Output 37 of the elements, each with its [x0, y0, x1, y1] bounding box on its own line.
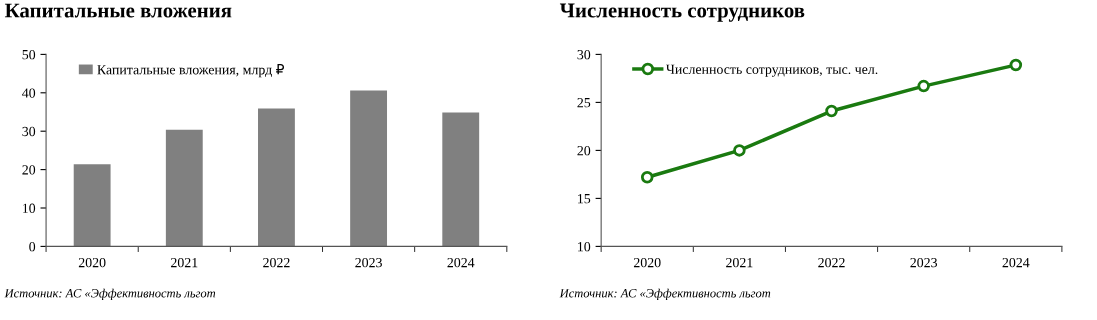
y-tick-label: 20: [577, 145, 591, 156]
y-tick-label: 20: [22, 165, 36, 175]
point: [1009, 58, 1023, 72]
x-tick-label: 2023: [355, 257, 382, 268]
bar: [73, 164, 111, 247]
point: [640, 171, 654, 184]
y-tick-label: 50: [22, 49, 36, 60]
bar: [350, 90, 388, 247]
x-tick-label: 2022: [263, 257, 290, 268]
text: Источник: АС «Эффективность льгот: [4, 288, 216, 300]
y-tick-label: 0: [29, 241, 36, 252]
y-tick-label: 25: [577, 98, 591, 108]
y-tick-label: 30: [22, 126, 36, 137]
x-tick-label: 2024: [1002, 257, 1030, 268]
text: Источник: АС «Эффективность льгот: [559, 288, 771, 300]
y-tick-label: 10: [22, 203, 36, 213]
x-tick-label: 2020: [78, 257, 106, 268]
y-tick-label: 15: [578, 194, 591, 204]
x-tick-label: 2021: [171, 257, 198, 268]
bar: [258, 108, 295, 247]
y-tick-label: 40: [22, 88, 36, 98]
chart-title: Численность сотрудников: [559, 3, 805, 22]
x-tick-label: 2020: [633, 257, 661, 268]
legend-label: Численность сотрудников, тыс. чел.: [666, 64, 878, 77]
x-tick-label: 2022: [818, 257, 845, 268]
x-tick-label: 2021: [726, 257, 753, 268]
x-tick-label: 2023: [910, 257, 938, 268]
point: [733, 144, 746, 157]
legend-label: Капитальные вложения, млрд ₽: [97, 64, 285, 78]
bar: [442, 112, 480, 247]
chart-title: Капитальные вложения: [4, 3, 232, 18]
point: [917, 79, 930, 93]
x-tick-label: 2024: [447, 257, 475, 268]
point: [825, 104, 838, 118]
y-tick-label: 30: [577, 49, 591, 60]
bar: [165, 129, 203, 247]
y-tick-label: 10: [578, 241, 591, 252]
